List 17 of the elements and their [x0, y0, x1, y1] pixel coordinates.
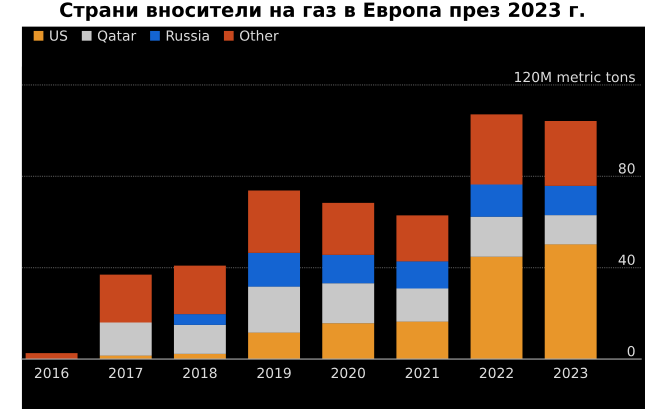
y-tick-label: 80	[618, 163, 635, 174]
x-tick-label: 2020	[332, 368, 365, 378]
x-tick-label: 2018	[183, 368, 217, 378]
x-tick-label: 2021	[406, 368, 439, 378]
x-tick-label: 2017	[109, 368, 142, 378]
y-tick-label: 120M metric tons	[515, 72, 635, 82]
legend-label: Other	[240, 30, 279, 41]
y-tick-label: 40	[618, 254, 635, 266]
x-tick-label: 2022	[480, 368, 513, 378]
chart-title: Страни вносители на газ в Европа през 2023 г.	[60, 2, 584, 21]
legend-label: US	[50, 30, 68, 41]
legend-label: Qatar	[98, 30, 136, 42]
x-tick-label: 2023	[554, 368, 588, 378]
y-tick-label: 0	[628, 346, 635, 356]
x-tick-label: 2019	[257, 368, 291, 378]
x-tick-label: 2016	[34, 368, 68, 378]
legend-label: Russia	[166, 30, 209, 41]
